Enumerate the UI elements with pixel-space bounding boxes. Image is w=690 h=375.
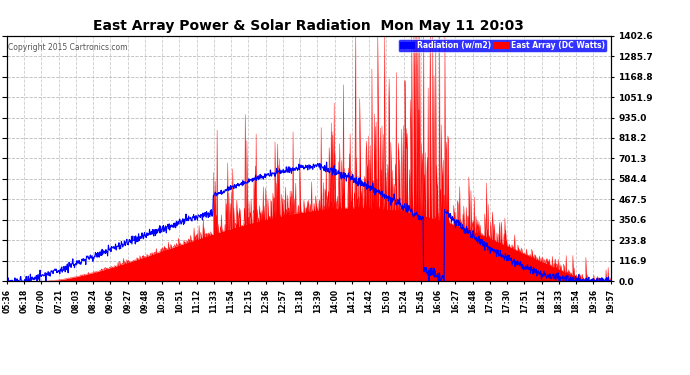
Text: Copyright 2015 Cartronics.com: Copyright 2015 Cartronics.com	[8, 43, 128, 52]
Legend: Radiation (w/m2), East Array (DC Watts): Radiation (w/m2), East Array (DC Watts)	[398, 39, 607, 51]
Title: East Array Power & Solar Radiation  Mon May 11 20:03: East Array Power & Solar Radiation Mon M…	[93, 19, 524, 33]
